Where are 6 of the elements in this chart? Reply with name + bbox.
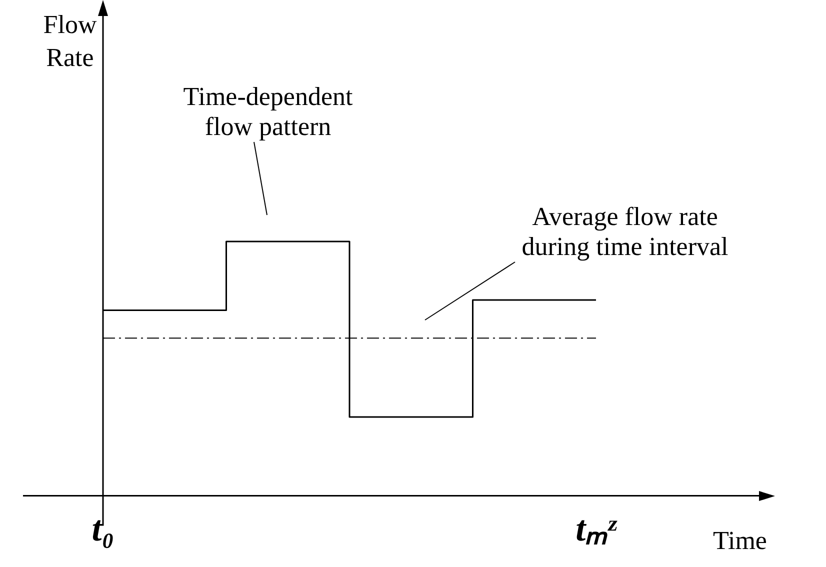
text: Time-dependent flow pattern [183, 82, 354, 141]
annotation: Average flow rate during time interval [522, 202, 728, 261]
x-tick-label: tₘᶻ [576, 508, 618, 549]
x-axis-title: Time [713, 526, 767, 555]
text: Flow Rate [43, 10, 97, 72]
x-tick-label: t₀ [92, 508, 114, 549]
